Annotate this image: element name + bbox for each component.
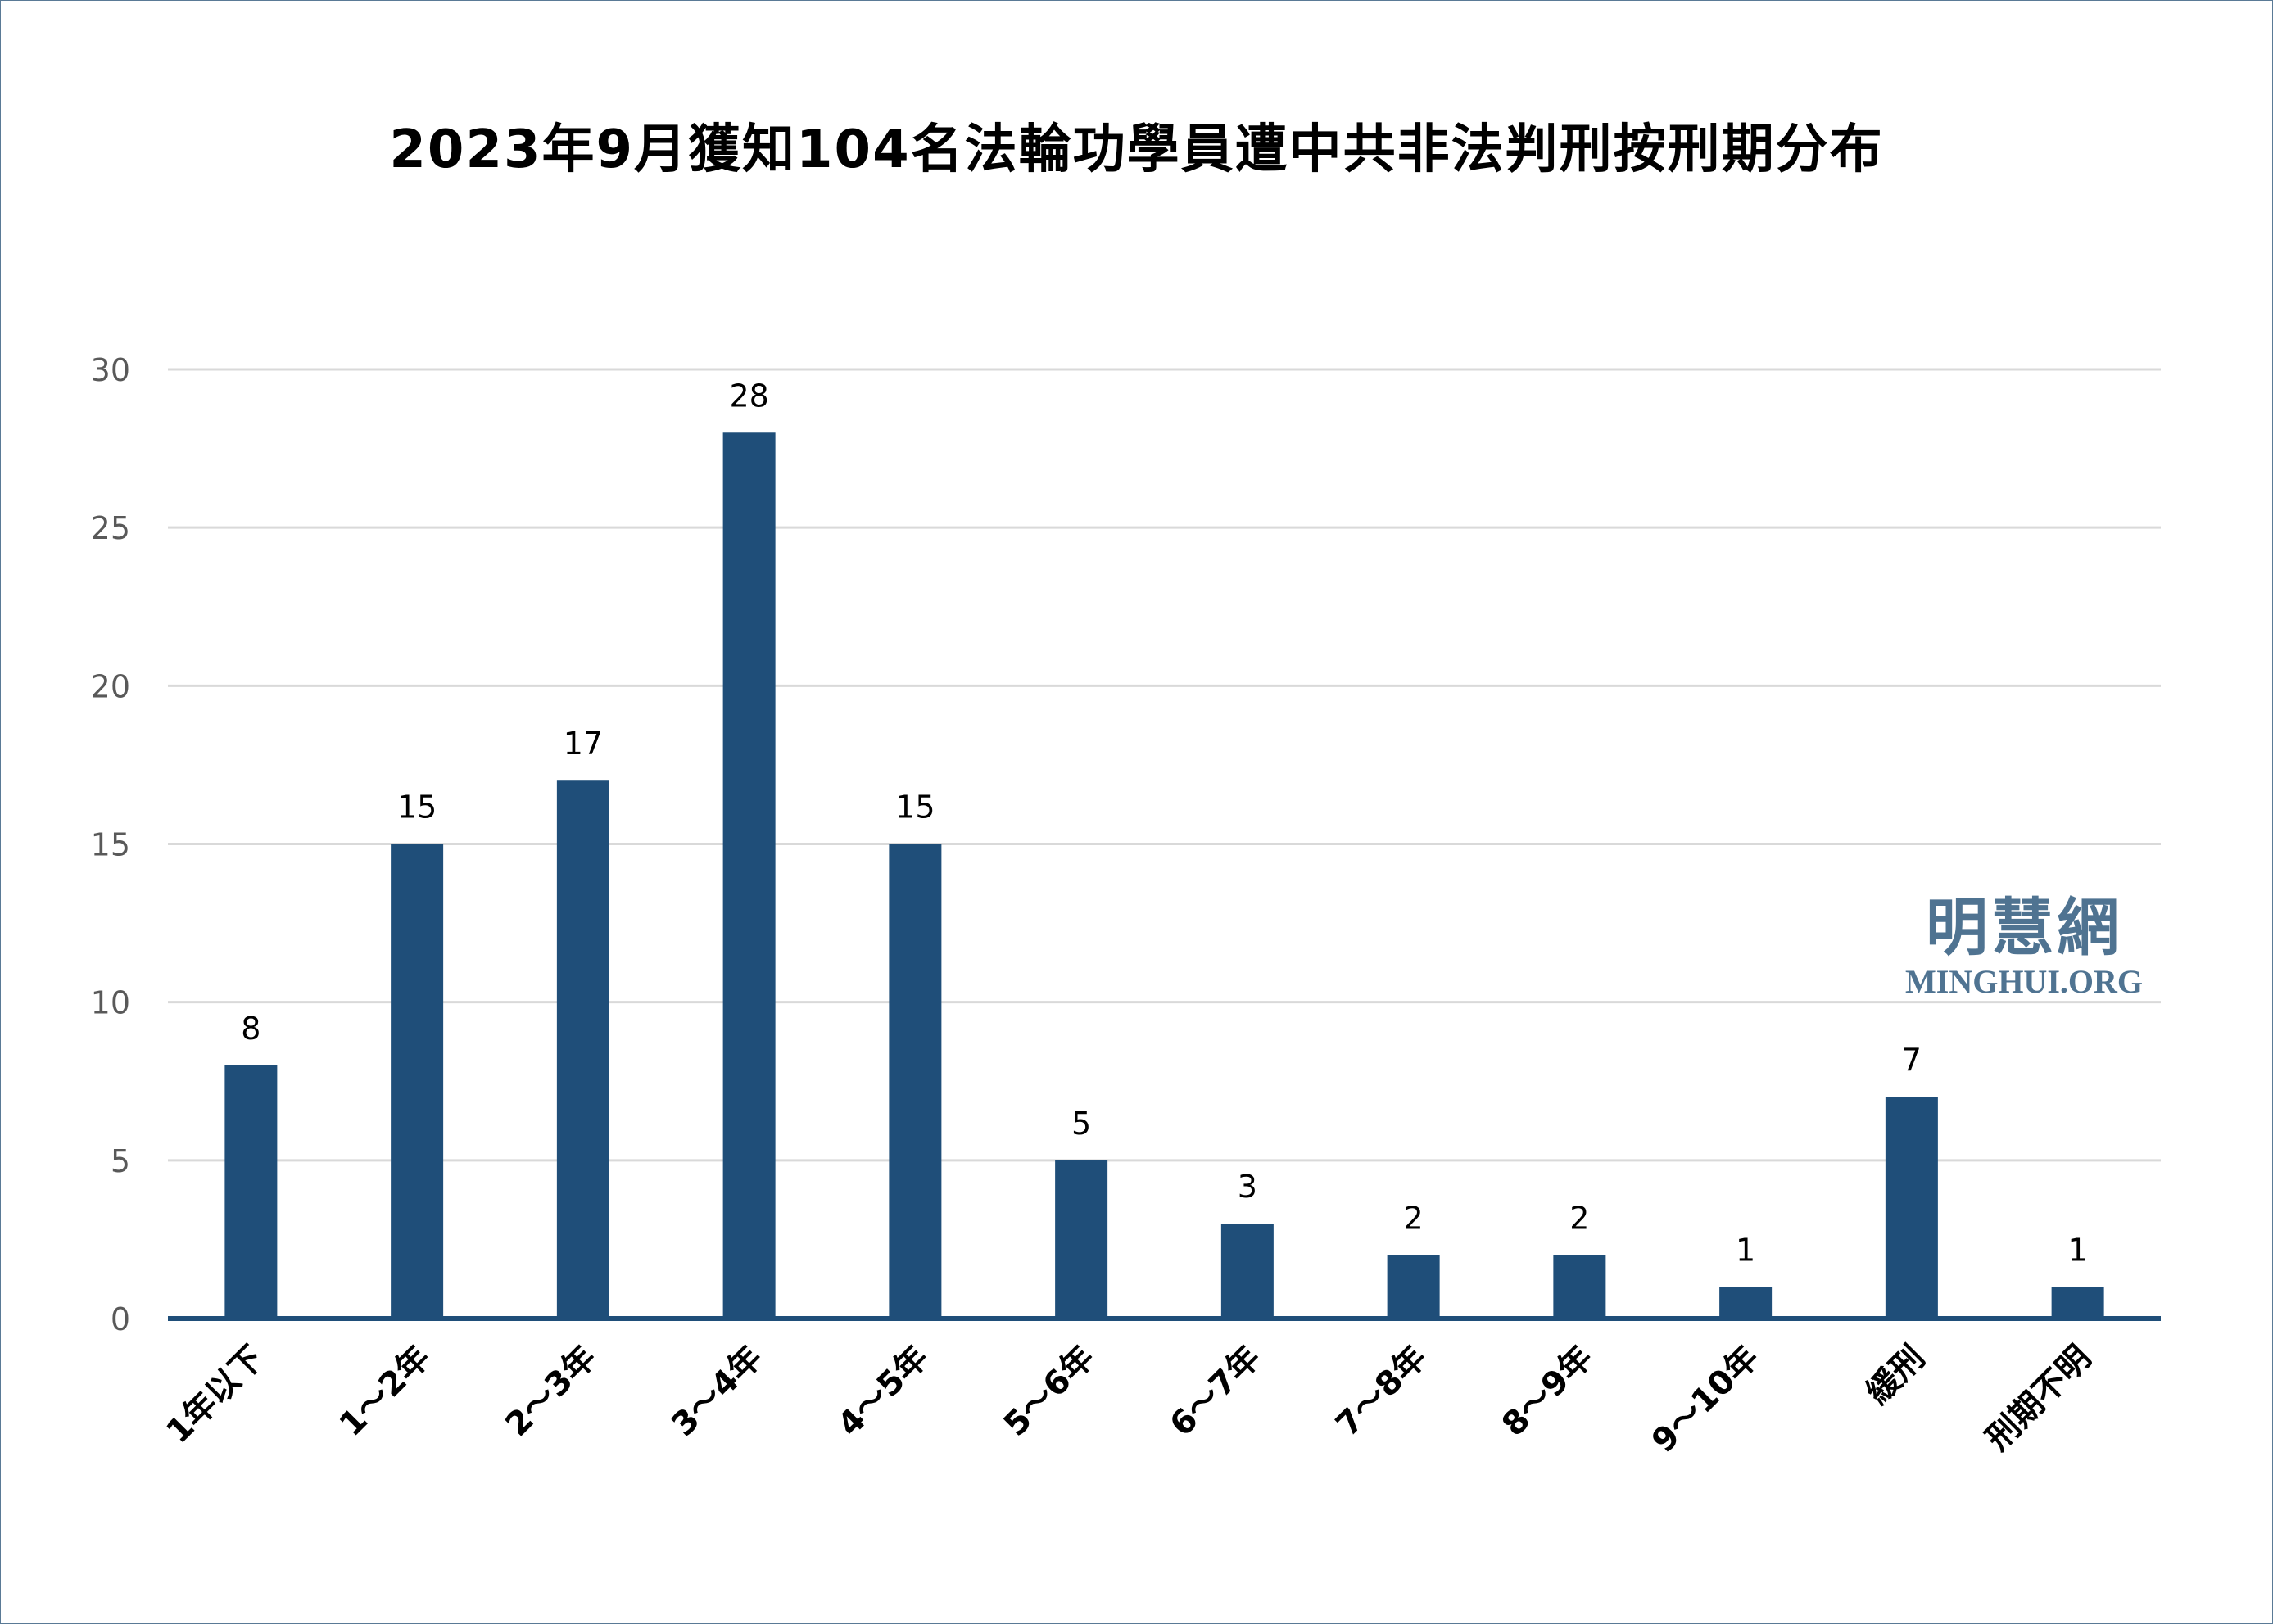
- y-tick-label: 25: [91, 510, 130, 546]
- data-label: 1: [1736, 1232, 1755, 1268]
- x-tick-label: 4～5年: [831, 1339, 935, 1444]
- data-label: 17: [564, 726, 603, 762]
- data-label: 8: [241, 1011, 260, 1047]
- chart-title: 2023年9月獲知104名法輪功學員遭中共非法判刑按刑期分布: [389, 120, 1884, 180]
- data-label: 28: [729, 378, 768, 414]
- data-label: 15: [895, 789, 935, 826]
- y-tick-label: 0: [111, 1301, 130, 1337]
- data-label: 2: [1569, 1201, 1589, 1237]
- x-tick-label: 2～3年: [498, 1339, 603, 1444]
- bar: [224, 1065, 278, 1319]
- x-tick-label: 1年以下: [159, 1339, 271, 1451]
- watermark-cn: 明慧網: [1926, 891, 2122, 964]
- x-tick-label: 9～10年: [1645, 1339, 1766, 1460]
- y-tick-label: 20: [91, 668, 130, 704]
- bar: [1553, 1255, 1606, 1319]
- bar: [2051, 1287, 2104, 1319]
- bar: [1220, 1224, 1274, 1319]
- bar: [1885, 1097, 1938, 1319]
- data-label: 5: [1071, 1106, 1091, 1142]
- x-tick-label: 緩刑: [1859, 1339, 1932, 1412]
- bar: [556, 780, 609, 1319]
- x-tick-label: 刑期不明: [1979, 1339, 2099, 1459]
- y-tick-label: 5: [111, 1143, 130, 1179]
- watermark-en: MINGHUI.ORG: [1905, 963, 2143, 1000]
- data-label: 2: [1404, 1201, 1424, 1237]
- y-tick-label: 30: [91, 352, 130, 388]
- bar: [391, 844, 444, 1319]
- x-tick-label: 3～4年: [664, 1339, 769, 1444]
- minghui-watermark: 明慧網 MINGHUI.ORG: [1885, 877, 2163, 1001]
- bar: [889, 844, 942, 1319]
- bar: [1719, 1287, 1773, 1319]
- data-label: 15: [397, 789, 437, 826]
- data-label: 7: [1902, 1043, 1922, 1079]
- x-tick-label: 8～9年: [1495, 1339, 1600, 1444]
- x-tick-label: 6～7年: [1162, 1339, 1267, 1444]
- x-tick-label: 5～6年: [997, 1339, 1102, 1444]
- y-tick-label: 10: [91, 985, 130, 1021]
- y-tick-label: 15: [91, 827, 130, 863]
- bar: [1055, 1160, 1108, 1319]
- bar: [1387, 1255, 1440, 1319]
- data-label: 3: [1238, 1169, 1257, 1205]
- data-label: 1: [2068, 1232, 2088, 1268]
- bar: [722, 432, 776, 1319]
- x-tick-label: 1～2年: [333, 1339, 437, 1444]
- x-tick-label: 7～8年: [1329, 1339, 1433, 1444]
